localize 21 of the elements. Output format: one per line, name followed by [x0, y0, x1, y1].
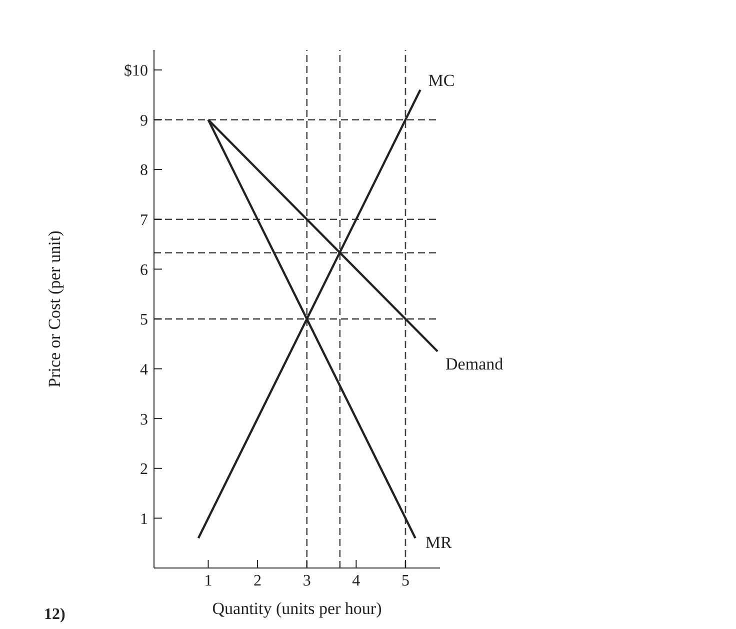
- series-label: Demand: [446, 354, 504, 374]
- y-tick-label: 4: [140, 361, 148, 378]
- y-tick-label: 6: [140, 262, 148, 279]
- x-tick-label: 2: [254, 572, 262, 590]
- y-tick-label: 9: [140, 112, 148, 130]
- x-tick-label: 4: [352, 572, 360, 590]
- y-tick-label: 2: [140, 461, 148, 478]
- y-tick-label: 3: [140, 411, 148, 428]
- y-tick-label: $10: [124, 62, 148, 80]
- text: 12): [44, 606, 66, 624]
- y-tick-label: 5: [140, 312, 148, 329]
- x-tick-label: 1: [204, 572, 212, 590]
- y-tick-label: 1: [140, 510, 148, 528]
- y-tick-label: 7: [140, 212, 148, 230]
- x-axis-title: Quantity (units per hour): [212, 599, 382, 618]
- y-tick-label: 8: [140, 162, 148, 180]
- x-tick-label: 3: [302, 572, 311, 590]
- x-tick-label: 5: [401, 572, 410, 590]
- series-label: MR: [425, 533, 452, 552]
- series-label: MC: [428, 70, 455, 90]
- y-axis-title: Price or Cost (per unit): [45, 230, 64, 388]
